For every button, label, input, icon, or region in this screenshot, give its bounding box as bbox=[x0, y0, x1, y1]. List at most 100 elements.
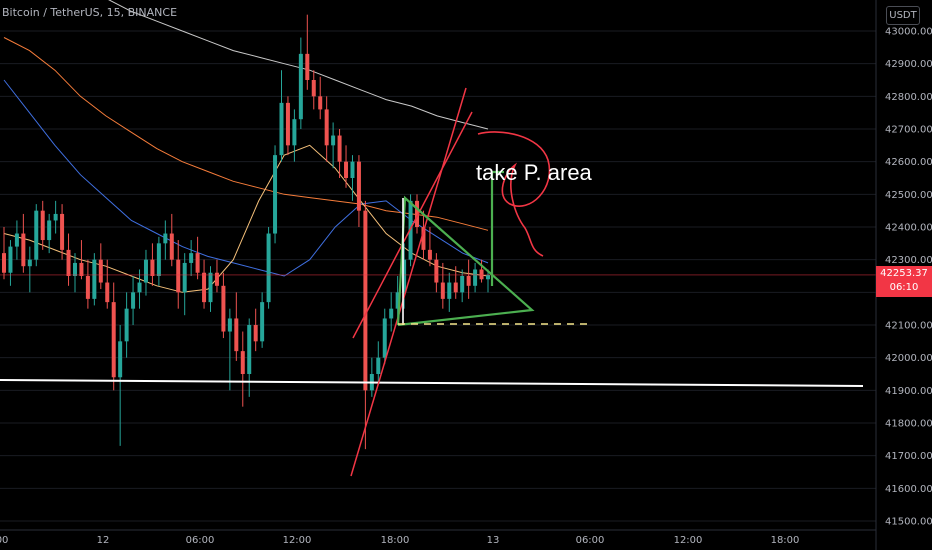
time-tick-label: 06:00 bbox=[576, 535, 605, 546]
candle bbox=[440, 262, 445, 309]
candle bbox=[247, 318, 252, 397]
candle-body bbox=[143, 259, 148, 283]
candle bbox=[92, 253, 97, 306]
candle-body bbox=[14, 233, 19, 247]
candle-body bbox=[350, 161, 355, 178]
candle bbox=[227, 308, 232, 391]
candle-body bbox=[337, 135, 342, 162]
time-tick-label: 06:00 bbox=[186, 535, 215, 546]
price-tick-label: 42100.00 bbox=[885, 321, 932, 332]
candle-body bbox=[395, 292, 400, 309]
candle-body bbox=[240, 351, 245, 374]
candlestick-series bbox=[1, 14, 491, 450]
candle-body bbox=[427, 249, 432, 260]
candle-body bbox=[266, 233, 271, 303]
candle bbox=[279, 70, 284, 162]
candle-body bbox=[305, 53, 310, 80]
candle-body bbox=[485, 274, 491, 280]
candle-body bbox=[447, 282, 452, 299]
candle bbox=[143, 249, 148, 296]
candle bbox=[169, 213, 174, 267]
moving-average-line bbox=[108, 0, 489, 130]
candle bbox=[163, 220, 168, 260]
trend-line-red bbox=[350, 87, 467, 477]
candle bbox=[298, 37, 303, 129]
candle bbox=[369, 357, 374, 397]
candle-body bbox=[227, 318, 232, 332]
candle bbox=[324, 96, 329, 162]
candle-body bbox=[60, 213, 65, 250]
candle bbox=[447, 272, 452, 312]
candle bbox=[376, 341, 381, 384]
candle bbox=[382, 308, 387, 365]
moving-average-line bbox=[3, 144, 489, 293]
candle-body bbox=[318, 96, 323, 110]
candle bbox=[34, 204, 39, 267]
candle bbox=[40, 200, 45, 250]
candle-body bbox=[221, 285, 226, 332]
candle bbox=[266, 227, 271, 309]
candle-body bbox=[124, 308, 129, 342]
candle bbox=[60, 204, 65, 260]
currency-button[interactable]: USDT bbox=[886, 6, 920, 25]
candle-body bbox=[440, 282, 445, 299]
current-price-value: 42253.37 bbox=[880, 268, 928, 279]
candle bbox=[363, 200, 368, 450]
candle-body bbox=[92, 259, 97, 299]
candle-body bbox=[72, 262, 77, 276]
symbol-legend[interactable]: Bitcoin / TetherUS, 15, BINANCE bbox=[2, 6, 178, 19]
candle-body bbox=[421, 227, 426, 250]
target-projection-line bbox=[490, 170, 504, 286]
candle bbox=[421, 210, 426, 260]
candle bbox=[111, 282, 116, 391]
price-tick-label: 42500.00 bbox=[885, 190, 932, 201]
candle-body bbox=[40, 210, 45, 241]
candle-body bbox=[27, 259, 32, 267]
candle bbox=[14, 220, 19, 260]
candle-body bbox=[8, 246, 13, 273]
candle-body bbox=[260, 302, 265, 342]
candle-body bbox=[389, 308, 394, 319]
candle-body bbox=[21, 233, 26, 267]
time-tick-label: 12:00 bbox=[283, 535, 312, 546]
candle-body bbox=[111, 302, 116, 378]
candle-body bbox=[105, 282, 110, 303]
candle bbox=[311, 70, 316, 110]
time-axis: 18:00 12 06:00 12:00 18:00 13 06:00 12:00 18:00 bbox=[0, 529, 876, 546]
candle bbox=[479, 259, 484, 283]
candle-body bbox=[466, 276, 471, 286]
candle bbox=[156, 236, 161, 286]
candle bbox=[85, 259, 90, 309]
candle-body bbox=[415, 200, 420, 227]
candle bbox=[189, 240, 194, 276]
candle-body bbox=[324, 109, 329, 146]
candle bbox=[240, 331, 245, 407]
chart-grid bbox=[0, 30, 876, 522]
candle-body bbox=[85, 276, 90, 299]
candle bbox=[118, 325, 123, 446]
candle-body bbox=[1, 253, 7, 273]
price-tick-label: 42800.00 bbox=[885, 92, 932, 103]
candle bbox=[137, 269, 142, 309]
price-tick-label: 42300.00 bbox=[885, 255, 932, 266]
candle-body bbox=[298, 53, 303, 120]
price-tick-label: 41900.00 bbox=[885, 386, 932, 397]
candle-body bbox=[131, 292, 136, 309]
trend-line-red bbox=[352, 111, 473, 339]
candle bbox=[98, 243, 103, 290]
candle-body bbox=[195, 253, 200, 273]
price-tick-label: 42000.00 bbox=[885, 353, 932, 364]
candle bbox=[331, 122, 336, 169]
current-price-label: 42253.37 06:10 bbox=[876, 266, 932, 297]
candle bbox=[460, 269, 465, 303]
candle bbox=[66, 233, 71, 286]
candle bbox=[292, 109, 297, 162]
candle-body bbox=[189, 253, 194, 263]
candle bbox=[305, 14, 310, 90]
candle-body bbox=[363, 210, 368, 391]
candle-body bbox=[460, 276, 465, 293]
price-tick-label: 42700.00 bbox=[885, 125, 932, 136]
candle bbox=[485, 269, 491, 293]
candle bbox=[434, 253, 439, 293]
